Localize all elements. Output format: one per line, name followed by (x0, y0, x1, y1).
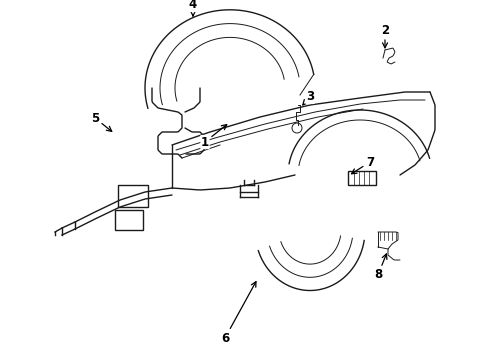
Bar (348, 171, 376, 185)
Bar (115, 210, 143, 230)
Text: 2: 2 (381, 23, 389, 48)
Text: 4: 4 (189, 0, 197, 16)
Text: 3: 3 (303, 90, 314, 105)
Text: 8: 8 (374, 254, 387, 282)
Text: 1: 1 (201, 125, 227, 148)
Text: 5: 5 (91, 112, 112, 131)
Bar (118, 185, 148, 207)
Text: 6: 6 (221, 282, 256, 345)
Text: 7: 7 (351, 156, 374, 174)
